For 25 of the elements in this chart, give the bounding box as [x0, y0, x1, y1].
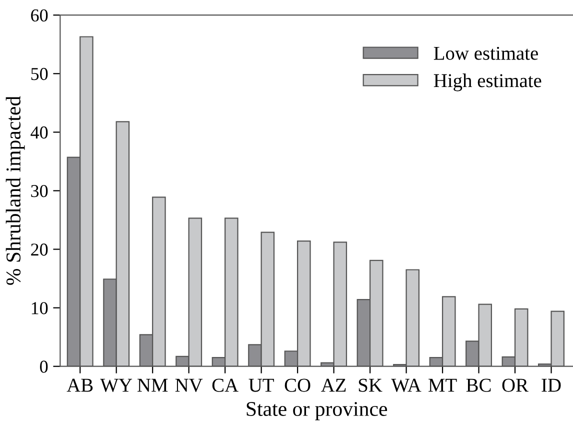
x-tick-label: AZ: [321, 378, 346, 392]
y-tick-label: 20: [31, 244, 48, 256]
y-tick-label: 40: [30, 126, 48, 139]
x-tick-label: NV: [175, 378, 203, 392]
x-tick-label: WY: [100, 378, 132, 392]
x-tick-label: NM: [137, 378, 168, 392]
x-tick-label: CA: [212, 378, 238, 392]
y-axis-title: % Shrubland impacted: [6, 96, 25, 285]
x-tick-label: SK: [358, 378, 382, 392]
x-tick-label: OR: [502, 378, 528, 392]
x-tick-label: MT: [428, 378, 457, 392]
y-tick-label: 50: [31, 68, 48, 80]
y-tick-label: 30: [31, 184, 48, 198]
y-tick-label: 0: [40, 360, 48, 373]
legend-label: Low estimate: [434, 46, 538, 60]
x-tick-label: BC: [466, 378, 491, 392]
x-axis-title: State or province: [246, 402, 388, 420]
x-tick-label: UT: [248, 378, 274, 392]
y-tick-label: 10: [32, 302, 48, 314]
legend-label: High estimate: [434, 74, 542, 92]
x-tick-label: CO: [284, 378, 310, 392]
x-tick-label: ID: [542, 378, 561, 392]
x-tick-label: AB: [66, 378, 93, 392]
x-tick-label: WA: [391, 378, 422, 392]
y-tick-label: 60: [31, 9, 48, 22]
